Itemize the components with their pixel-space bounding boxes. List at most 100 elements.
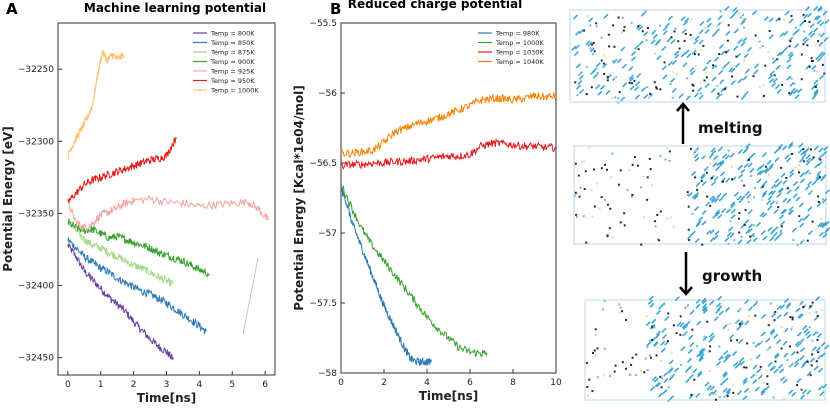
crystal-atom (698, 347, 704, 354)
liquid-atom (731, 75, 734, 78)
crystal-atom (698, 94, 704, 100)
crystal-atom (756, 178, 762, 184)
y-tick-label: −58 (318, 369, 337, 379)
liquid-atom (587, 394, 590, 397)
crystal-atom (753, 69, 759, 75)
liquid-atom (623, 26, 626, 29)
crystal-atom (686, 365, 693, 371)
crystal-atom (798, 202, 804, 208)
crystal-atom (723, 350, 729, 356)
liquid-atom (767, 51, 770, 54)
crystal-atom (752, 237, 758, 243)
crystal-atom (693, 39, 699, 45)
crystal-atom (756, 368, 762, 374)
crystal-atom (818, 231, 824, 237)
crystal-atom (738, 338, 744, 344)
crystal-atom (801, 389, 808, 395)
crystal-atom (807, 206, 813, 212)
crystal-atom (700, 174, 706, 180)
liquid-atom (799, 389, 802, 392)
x-tick-label: 4 (424, 378, 430, 388)
crystal-atom (807, 190, 814, 196)
liquid-atom (690, 18, 693, 21)
liquid-atom (613, 45, 616, 48)
liquid-atom (764, 165, 767, 168)
liquid-atom (691, 36, 694, 39)
crystal-atom (777, 143, 783, 150)
crystal-atom (599, 84, 606, 91)
liquid-atom (622, 29, 625, 32)
crystal-atom (716, 295, 723, 301)
crystal-atom (708, 332, 714, 338)
crystal-atom (824, 344, 830, 350)
crystal-atom (698, 356, 704, 362)
crystal-atom (805, 154, 811, 160)
crystal-atom (698, 29, 704, 35)
liquid-atom (688, 239, 691, 242)
liquid-atom (600, 59, 603, 62)
crystal-atom (770, 312, 777, 318)
crystal-atom (730, 67, 736, 73)
liquid-atom (788, 345, 791, 348)
liquid-atom (811, 339, 814, 342)
crystal-atom (785, 157, 792, 163)
liquid-atom (716, 84, 719, 87)
liquid-atom (656, 213, 659, 216)
crystal-atom (572, 14, 579, 20)
liquid-atom (602, 62, 605, 65)
crystal-atom (695, 392, 701, 398)
liquid-atom (631, 356, 634, 359)
liquid-atom (668, 160, 671, 163)
crystal-atom (685, 378, 691, 384)
liquid-atom (760, 341, 763, 344)
crystal-atom (747, 306, 753, 312)
liquid-atom (714, 392, 717, 395)
liquid-atom (574, 194, 577, 197)
crystal-atom (746, 239, 752, 245)
crystal-atom (804, 185, 811, 191)
crystal-atom (724, 236, 730, 243)
crystal-atom (736, 195, 742, 201)
crystal-atom (722, 192, 728, 198)
liquid-atom (806, 239, 809, 242)
liquid-atom (659, 155, 662, 158)
crystal-atom (823, 146, 829, 152)
liquid-atom (702, 44, 705, 47)
liquid-atom (659, 24, 662, 27)
liquid-atom (648, 95, 651, 98)
crystal-atom (777, 187, 784, 193)
liquid-atom (648, 339, 651, 342)
legend-entry: Temp = 980K (495, 29, 540, 37)
liquid-atom (780, 347, 783, 350)
crystal-atom (729, 13, 735, 20)
crystal-atom (799, 21, 805, 27)
liquid-atom (654, 225, 657, 228)
liquid-atom (746, 342, 749, 345)
liquid-atom (712, 64, 715, 67)
crystal-atom (743, 163, 749, 169)
liquid-atom (710, 337, 713, 340)
crystal-atom (629, 85, 635, 91)
liquid-atom (767, 348, 770, 351)
liquid-atom (637, 25, 640, 28)
liquid-atom (639, 369, 642, 372)
crystal-atom (743, 91, 749, 97)
liquid-atom (595, 25, 598, 28)
crystal-atom (794, 185, 800, 192)
crystal-atom (769, 200, 775, 206)
liquid-atom (583, 29, 586, 32)
liquid-atom (589, 24, 592, 27)
crystal-atom (822, 10, 828, 16)
crystal-atom (694, 156, 700, 162)
crystal-atom (762, 235, 768, 241)
crystal-atom (641, 86, 647, 93)
crystal-atom (726, 354, 732, 360)
liquid-atom (594, 333, 597, 336)
snapshot-frame (569, 9, 826, 103)
liquid-atom (651, 338, 654, 341)
liquid-atom (743, 26, 746, 29)
crystal-atom (780, 376, 786, 382)
liquid-atom (817, 195, 820, 198)
crystal-atom (646, 341, 652, 347)
crystal-atom (695, 298, 701, 304)
